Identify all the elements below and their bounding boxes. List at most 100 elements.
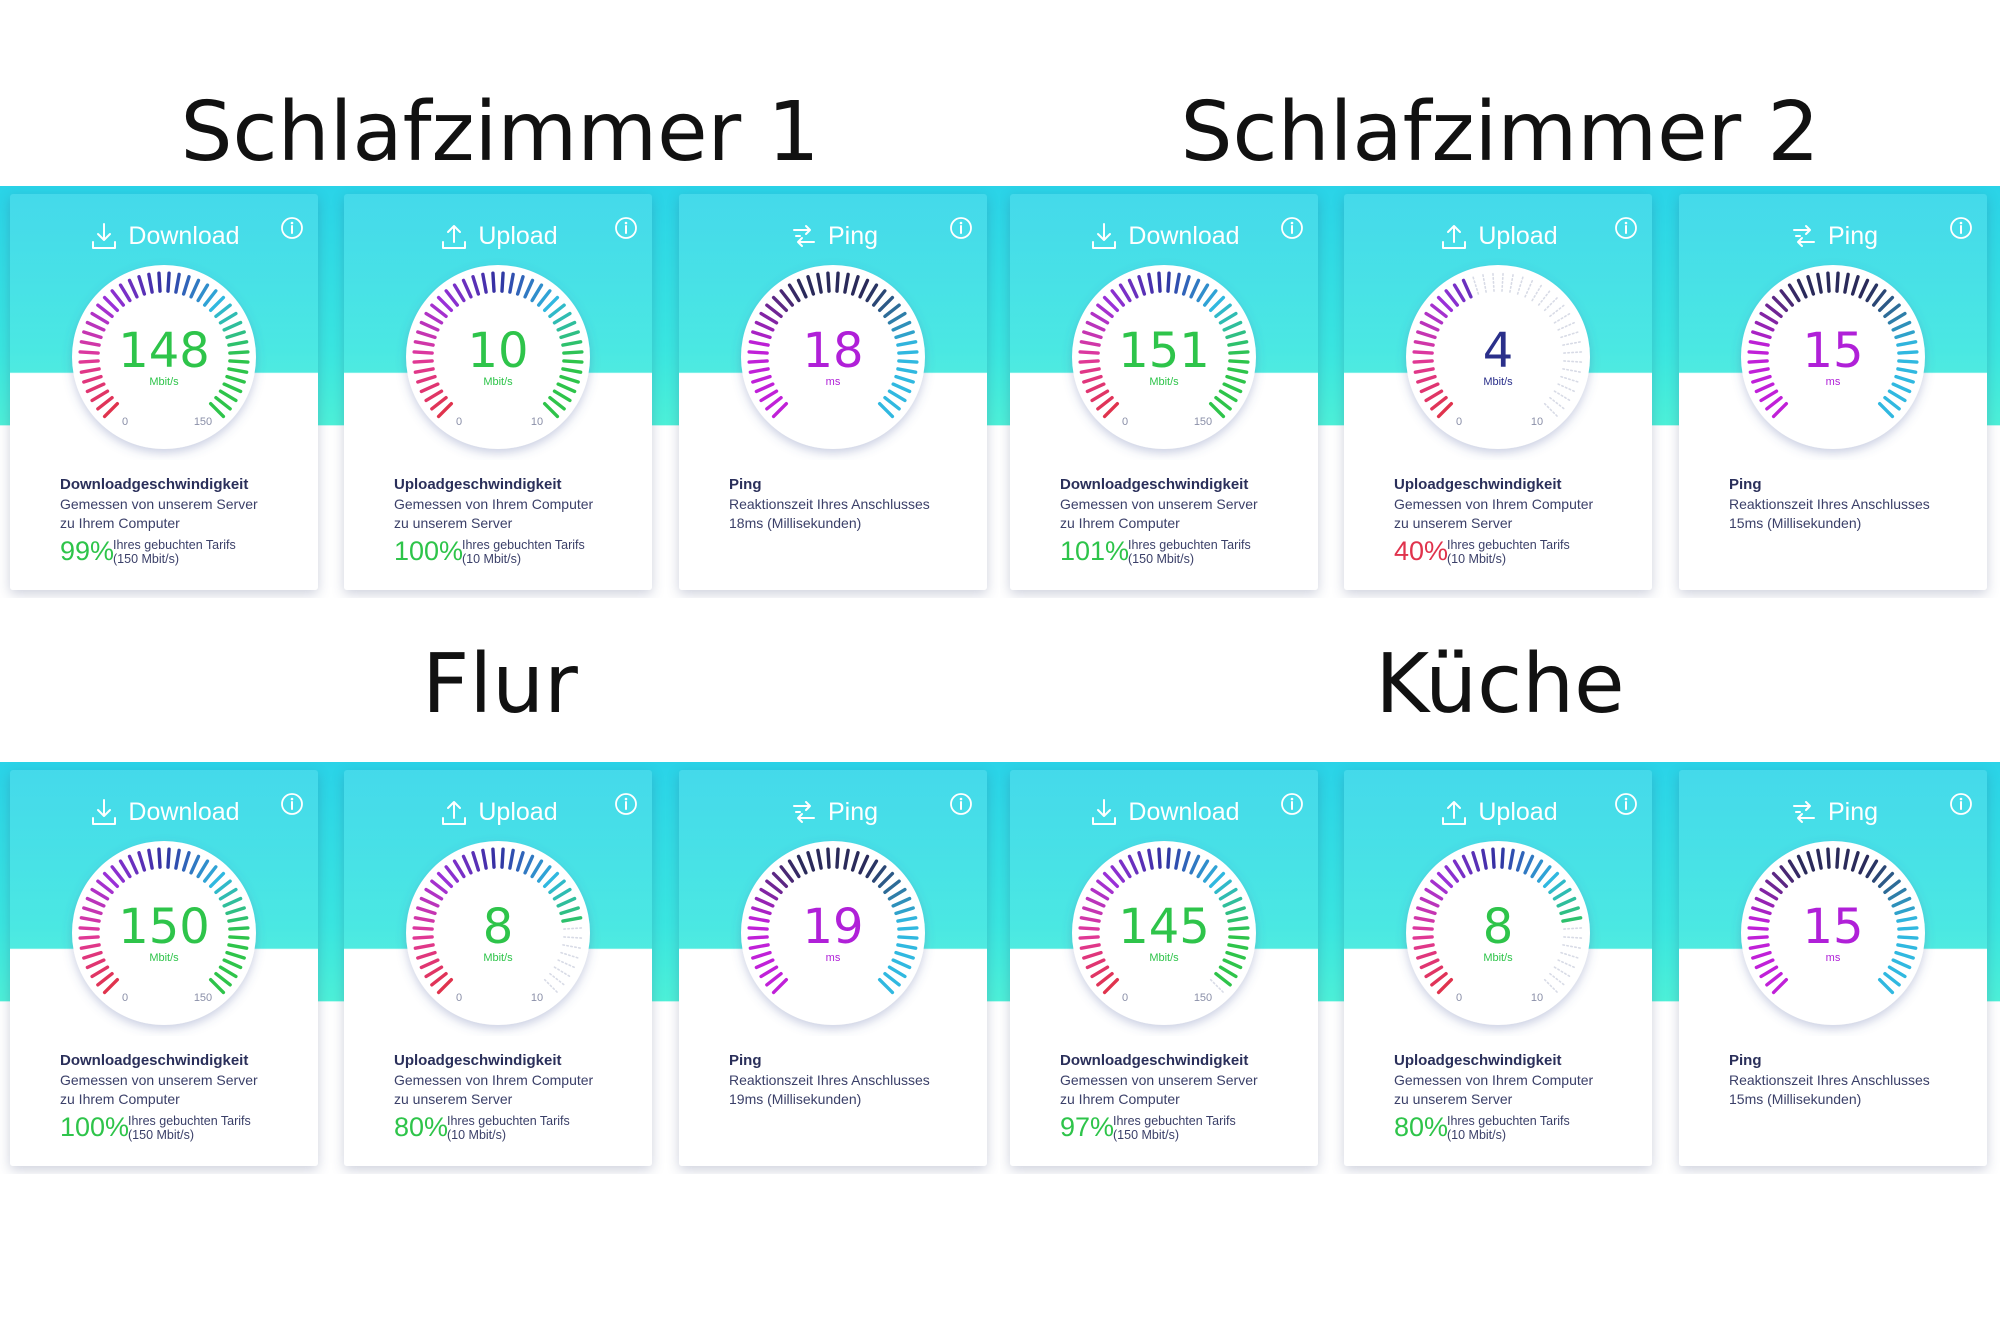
gauge-tick xyxy=(157,847,162,869)
gauge-value: 4 xyxy=(1483,323,1514,379)
gauge-tick xyxy=(78,926,100,931)
tariff-note-line: Ihres gebuchten Tarifs xyxy=(113,538,236,552)
gauge: 15ms xyxy=(1741,841,1925,1025)
description-line: Gemessen von unserem Server xyxy=(1060,1072,1258,1088)
gauge-min-label: 0 xyxy=(1122,992,1128,1004)
gauge-tick xyxy=(1563,351,1583,354)
info-icon[interactable] xyxy=(1280,792,1304,816)
gauge-tick xyxy=(1137,275,1147,296)
gauge-tick xyxy=(1896,943,1918,950)
gauge-tick xyxy=(1835,847,1840,869)
gauge-tick xyxy=(562,359,584,364)
gauge-max-label: 10 xyxy=(1531,416,1543,428)
gauge-tick xyxy=(174,272,181,294)
description-title: Uploadgeschwindigkeit xyxy=(1394,1052,1562,1069)
gauge-value: 150 xyxy=(118,899,210,955)
download-arrow-icon xyxy=(88,796,120,828)
gauge-tick xyxy=(765,879,783,894)
gauge-tick xyxy=(1548,879,1566,894)
gauge-tick xyxy=(1748,367,1770,374)
description-title: Downloadgeschwindigkeit xyxy=(60,476,249,493)
gauge-tick xyxy=(1751,950,1772,960)
gauge-tick xyxy=(843,848,850,870)
info-icon[interactable] xyxy=(949,792,973,816)
gauge-tick xyxy=(1754,382,1775,394)
gauge-tick xyxy=(523,278,535,299)
info-icon[interactable] xyxy=(1614,792,1638,816)
gauge-tick xyxy=(222,382,243,394)
gauge-tick xyxy=(556,382,577,394)
gauge-tick xyxy=(166,271,171,293)
gauge-tick xyxy=(887,965,907,979)
gauge-tick xyxy=(562,350,584,355)
gauge-tick xyxy=(1228,359,1250,364)
download-label: Download xyxy=(128,221,240,250)
gauge-unit: Mbit/s xyxy=(483,376,513,388)
info-icon[interactable] xyxy=(614,792,638,816)
gauge-tick xyxy=(1157,271,1162,293)
gauge-tick xyxy=(181,851,191,872)
tariff-percentage: 101% xyxy=(1060,536,1130,566)
gauge-tick xyxy=(1509,273,1514,293)
gauge-tick xyxy=(419,896,440,908)
gauge-tick xyxy=(557,959,576,969)
gauge-tick xyxy=(883,303,901,318)
tariff-percentage: 80% xyxy=(394,1112,449,1142)
gauge-tick xyxy=(877,871,895,889)
info-icon[interactable] xyxy=(280,216,304,240)
gauge-tick xyxy=(1515,851,1525,872)
tariff-note-line: Ihres gebuchten Tarifs xyxy=(447,1114,570,1128)
description-title: Ping xyxy=(1729,1052,1762,1069)
gauge-tick xyxy=(1759,389,1779,403)
gauge-tick xyxy=(561,367,583,374)
tariff-note: Ihres gebuchten Tarifs (150 Mbit/s) xyxy=(128,1114,251,1142)
gauge-tick xyxy=(1482,273,1487,293)
gauge-tick xyxy=(78,350,100,355)
gauge-tick xyxy=(1542,871,1560,889)
ping-label: Ping xyxy=(1827,221,1879,250)
gauge-tick xyxy=(1147,272,1154,294)
description-line: Gemessen von unserem Server xyxy=(60,1072,258,1088)
gauge-max-label: 150 xyxy=(1194,992,1212,1004)
tariff-note-line: Ihres gebuchten Tarifs xyxy=(1128,538,1251,552)
info-icon[interactable] xyxy=(1949,792,1973,816)
gauge-tick xyxy=(1222,958,1243,970)
gauge-tick xyxy=(82,330,103,340)
gauge-tick xyxy=(1181,851,1191,872)
description-line: zu Ihrem Computer xyxy=(60,1091,180,1107)
info-icon[interactable] xyxy=(949,216,973,240)
gauge-tick xyxy=(203,865,218,883)
upload-card-header: Upload xyxy=(1344,792,1652,832)
gauge-tick xyxy=(419,382,440,394)
gauge-tick xyxy=(1765,972,1783,987)
info-icon[interactable] xyxy=(1949,216,1973,240)
gauge-tick xyxy=(796,278,808,299)
gauge-tick xyxy=(1562,368,1582,373)
gauge-tick xyxy=(1102,295,1120,313)
gauge-tick xyxy=(894,374,915,384)
gauge-tick xyxy=(1181,275,1191,296)
gauge-tick xyxy=(85,382,106,394)
info-icon[interactable] xyxy=(1614,216,1638,240)
gauge-tick xyxy=(858,278,870,299)
info-icon[interactable] xyxy=(1280,216,1304,240)
gauge-tick xyxy=(897,350,919,355)
gauge-tick xyxy=(816,272,823,294)
gauge-tick xyxy=(1413,367,1435,374)
gauge-tick xyxy=(1085,896,1106,908)
gauge-tick xyxy=(1430,303,1448,318)
gauge-tick xyxy=(877,977,895,995)
info-icon[interactable] xyxy=(280,792,304,816)
gauge-tick xyxy=(1894,330,1915,340)
gauge-tick xyxy=(424,311,444,325)
gauge-tick xyxy=(1865,283,1879,303)
gauge-tick xyxy=(1471,851,1481,872)
gauge-tick xyxy=(1508,848,1515,870)
tariff-percentage: 99% xyxy=(60,536,115,566)
info-icon[interactable] xyxy=(614,216,638,240)
gauge-tick xyxy=(1436,295,1454,313)
gauge-tick xyxy=(1843,272,1850,294)
gauge-tick xyxy=(1430,879,1448,894)
gauge-tick xyxy=(549,972,565,986)
